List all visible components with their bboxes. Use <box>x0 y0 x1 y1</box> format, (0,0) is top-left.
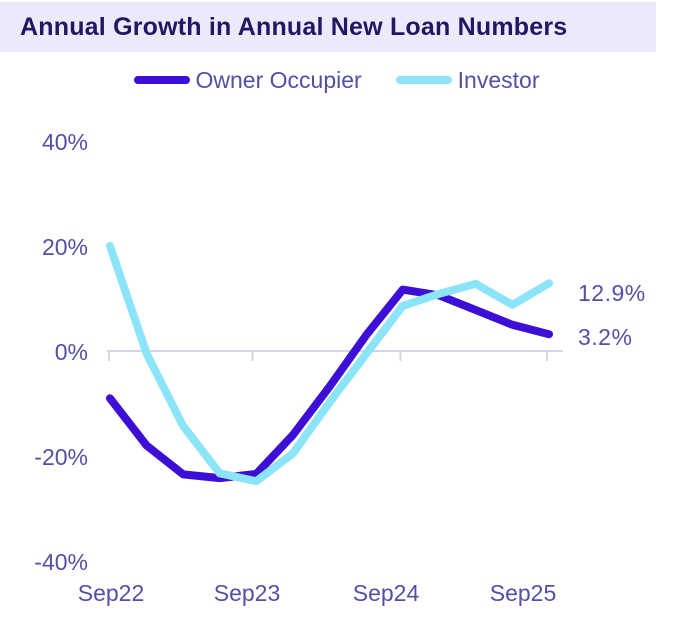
title-bar: Annual Growth in Annual New Loan Numbers <box>0 2 656 52</box>
owner-occupier-line-swatch <box>133 76 190 84</box>
x-axis-tick-label: Sep23 <box>213 580 281 606</box>
investor-end-value-label: 12.9% <box>578 280 646 306</box>
y-axis-tick-label: 40% <box>41 129 88 155</box>
owner-occupier-line <box>106 285 553 483</box>
owner-occupier-end-value-label: 3.2% <box>578 324 633 350</box>
y-axis-tick-label: 0% <box>54 339 88 365</box>
legend-label-owner-occupier: Owner Occupier <box>195 66 362 93</box>
legend-label-investor: Investor <box>457 66 540 93</box>
investor-line <box>106 242 553 486</box>
legend: Owner Occupier Investor <box>0 66 673 94</box>
y-axis-tick-label: -40% <box>34 549 88 575</box>
legend-item-owner-occupier: Owner Occupier <box>133 66 362 94</box>
y-axis-tick-label: 20% <box>41 234 88 260</box>
y-axis-tick-label: -20% <box>34 444 88 470</box>
chart-title: Annual Growth in Annual New Loan Numbers <box>20 12 568 41</box>
legend-item-investor: Investor <box>395 66 540 94</box>
x-axis-tick-label: Sep25 <box>489 580 557 606</box>
x-axis-tick-label: Sep22 <box>77 580 145 606</box>
x-axis-tick-label: Sep24 <box>352 580 420 606</box>
investor-line-swatch <box>395 76 452 84</box>
